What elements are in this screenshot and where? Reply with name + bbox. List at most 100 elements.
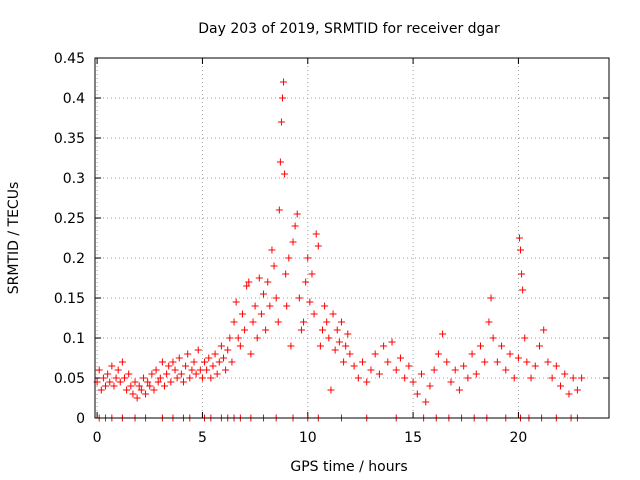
data-point [304,254,312,262]
data-point [266,302,274,310]
data-point [527,374,535,382]
data-point [165,362,173,370]
data-point [363,378,371,386]
y-tick-label: 0.1 [63,331,85,347]
data-point [515,234,523,242]
data-point [97,386,105,394]
data-point [392,366,400,374]
data-point [312,230,320,238]
data-point [289,238,297,246]
data-point [142,390,150,398]
data-point [120,374,128,382]
data-point [230,318,238,326]
data-point [251,302,259,310]
y-tick-label: 0.45 [54,51,85,67]
data-point [220,354,227,362]
data-point [169,358,177,366]
data-point [112,374,120,382]
data-point [472,370,480,378]
data-point [277,118,285,126]
data-point [578,374,586,382]
data-point [275,206,283,214]
data-point [238,310,246,318]
data-point [388,338,396,346]
data-point [321,302,329,310]
data-point [548,374,556,382]
data-point [430,366,438,374]
data-point [152,366,160,374]
data-point [327,386,335,394]
data-point [253,334,261,342]
data-point [102,382,110,390]
data-point [422,398,430,406]
data-point [228,358,236,366]
y-tick-label: 0 [76,411,85,427]
plot-frame [94,57,610,419]
data-point [247,350,255,358]
data-point [464,374,472,382]
data-point [293,210,301,218]
data-point [95,366,103,374]
data-point [413,390,421,398]
data-point [287,342,295,350]
data-point [319,326,327,334]
data-point [167,378,175,386]
data-point [154,378,162,386]
data-point [443,358,451,366]
data-point [196,366,204,374]
data-point [477,342,484,350]
data-point [344,330,352,338]
data-point [521,334,529,342]
data-point [255,274,263,282]
data-point [177,370,185,378]
x-tick-label: 20 [510,430,528,446]
data-point [401,374,409,382]
axis-ticks [95,57,609,419]
data-point [517,246,525,254]
data-point [460,362,468,370]
data-point [535,342,543,350]
data-point [468,350,476,358]
data-point [518,270,526,278]
data-point [139,374,147,382]
data-point [215,358,223,366]
data-point [295,294,303,302]
data-point [561,370,569,378]
data-point [519,286,527,294]
data-point [110,382,118,390]
data-point [175,354,183,362]
data-point [205,354,213,362]
data-point [224,346,232,354]
data-point [552,362,560,370]
data-point [306,298,314,306]
data-point [447,378,455,386]
data-point [510,374,518,382]
data-point [333,326,341,334]
data-point [455,386,463,394]
data-point [380,342,388,350]
data-point [190,358,198,366]
data-point [270,262,278,270]
data-point [148,370,156,378]
data-point [297,326,305,334]
data-point [125,370,133,378]
data-point [371,350,379,358]
data-point [316,342,324,350]
data-point [99,374,107,382]
data-point [163,370,171,378]
data-point [129,390,137,398]
x-tick-label: 5 [198,430,207,446]
data-point [127,382,135,390]
data-point [350,362,358,370]
y-tick-label: 0.4 [63,91,85,107]
data-point [245,278,253,286]
data-point [272,294,280,302]
data-point [367,366,375,374]
y-tick-label: 0.25 [54,211,85,227]
data-point [418,370,426,378]
data-point [498,342,506,350]
data-point [116,378,124,386]
data-point [481,358,489,366]
y-tick-label: 0.3 [63,171,85,187]
data-point [179,378,187,386]
